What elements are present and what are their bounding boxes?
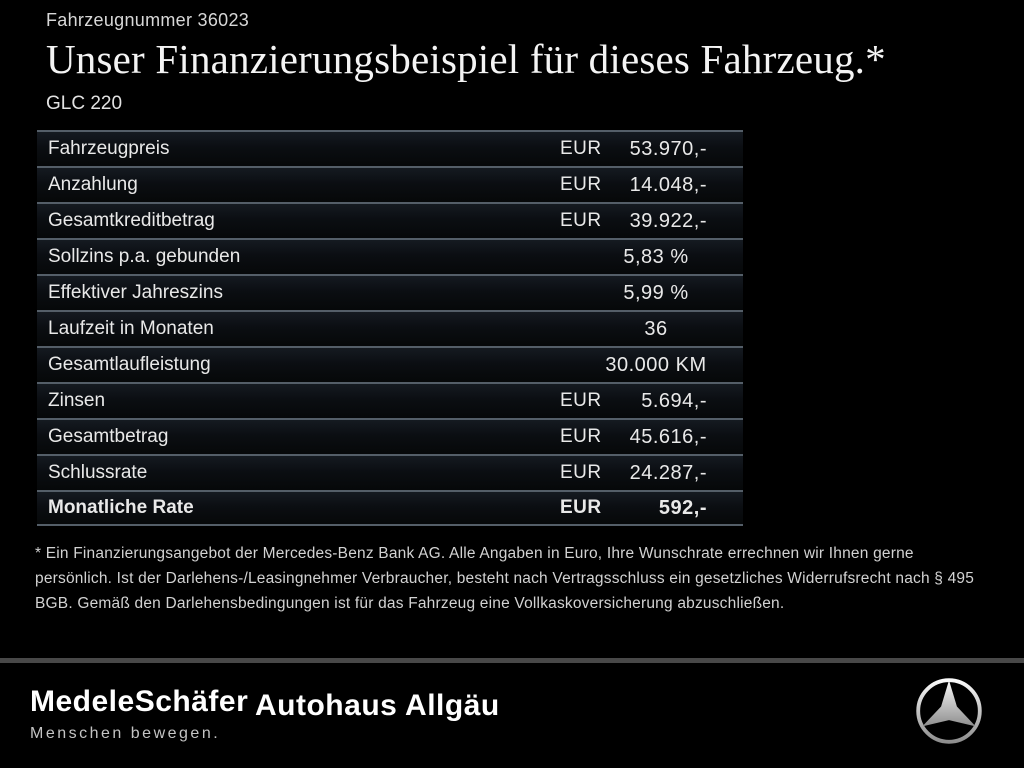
financing-table: Fahrzeugpreis EUR 53.970,- Anzahlung EUR… bbox=[37, 130, 743, 526]
row-label: Effektiver Jahreszins bbox=[48, 282, 223, 303]
row-value-area: EUR 39.922,- bbox=[555, 210, 743, 233]
row-label: Monatliche Rate bbox=[48, 497, 194, 518]
row-label: Fahrzeugpreis bbox=[48, 138, 170, 159]
row-currency: EUR bbox=[560, 462, 602, 483]
mercedes-star-icon bbox=[916, 678, 982, 744]
dealer-logo-wordmark: MedeleSchäfer bbox=[30, 685, 249, 718]
table-row: Monatliche Rate EUR 592,- bbox=[37, 490, 743, 526]
footer: MedeleSchäfer Menschen bewegen. Autohaus… bbox=[0, 663, 1024, 768]
table-row: Gesamtbetrag EUR 45.616,- bbox=[37, 418, 743, 454]
row-amount: 592,- bbox=[658, 496, 707, 519]
row-amount: 24.287,- bbox=[629, 461, 707, 484]
dealer-tagline: Menschen bewegen. bbox=[30, 725, 221, 742]
dealer-logo-medele-schaefer: MedeleSchäfer Menschen bewegen. bbox=[30, 685, 248, 743]
table-row: Gesamtkreditbetrag EUR 39.922,- bbox=[37, 202, 743, 238]
row-amount: 30.000 KM bbox=[605, 353, 707, 376]
page-title: Unser Finanzierungsbeispiel für dieses F… bbox=[46, 36, 886, 82]
row-label: Gesamtkreditbetrag bbox=[48, 210, 215, 231]
row-value-area: EUR 14.048,- bbox=[555, 174, 743, 197]
row-value-area: 5,99 % bbox=[555, 282, 743, 305]
vehicle-model: GLC 220 bbox=[46, 93, 123, 114]
dealer-logo-autohaus-allgaeu: Autohaus Allgäu bbox=[255, 689, 500, 722]
row-amount: 14.048,- bbox=[629, 173, 707, 196]
row-label: Zinsen bbox=[48, 390, 106, 411]
row-value-area: 30.000 KM bbox=[555, 354, 743, 377]
row-currency: EUR bbox=[560, 174, 602, 195]
table-row: Gesamtlaufleistung 30.000 KM bbox=[37, 346, 743, 382]
row-label: Schlussrate bbox=[48, 462, 148, 483]
row-value-area: EUR 24.287,- bbox=[555, 462, 743, 485]
row-label: Anzahlung bbox=[48, 174, 138, 195]
table-row: Fahrzeugpreis EUR 53.970,- bbox=[37, 130, 743, 166]
row-amount: 45.616,- bbox=[629, 425, 707, 448]
row-amount: 39.922,- bbox=[629, 209, 707, 232]
footer-divider bbox=[0, 658, 1024, 663]
row-label: Laufzeit in Monaten bbox=[48, 318, 214, 339]
footnote: * Ein Finanzierungsangebot der Mercedes-… bbox=[35, 545, 975, 612]
header: Fahrzeugnummer 36023 Unser Finanzierungs… bbox=[0, 0, 1024, 115]
row-currency: EUR bbox=[560, 138, 602, 159]
row-value-area: 5,83 % bbox=[555, 246, 743, 269]
row-currency: EUR bbox=[560, 210, 602, 231]
row-label: Sollzins p.a. gebunden bbox=[48, 246, 241, 267]
table-row: Laufzeit in Monaten 36 bbox=[37, 310, 743, 346]
row-value-area: EUR 53.970,- bbox=[555, 138, 743, 161]
row-currency: EUR bbox=[560, 426, 602, 447]
row-value-area: EUR 5.694,- bbox=[555, 390, 743, 413]
row-amount: 5,99 % bbox=[623, 281, 689, 304]
row-label: Gesamtlaufleistung bbox=[48, 354, 211, 375]
table-row: Anzahlung EUR 14.048,- bbox=[37, 166, 743, 202]
table-row: Zinsen EUR 5.694,- bbox=[37, 382, 743, 418]
vehicle-number: Fahrzeugnummer 36023 bbox=[46, 10, 250, 30]
row-currency: EUR bbox=[560, 497, 602, 518]
table-row: Sollzins p.a. gebunden 5,83 % bbox=[37, 238, 743, 274]
table-row: Schlussrate EUR 24.287,- bbox=[37, 454, 743, 490]
row-value-area: 36 bbox=[555, 318, 743, 341]
table-row: Effektiver Jahreszins 5,99 % bbox=[37, 274, 743, 310]
row-amount: 53.970,- bbox=[629, 137, 707, 160]
row-value-area: EUR 592,- bbox=[555, 497, 743, 520]
row-amount: 5.694,- bbox=[641, 389, 707, 412]
row-amount: 5,83 % bbox=[623, 245, 689, 268]
row-label: Gesamtbetrag bbox=[48, 426, 169, 447]
row-amount: 36 bbox=[644, 317, 668, 340]
row-currency: EUR bbox=[560, 390, 602, 411]
row-value-area: EUR 45.616,- bbox=[555, 426, 743, 449]
